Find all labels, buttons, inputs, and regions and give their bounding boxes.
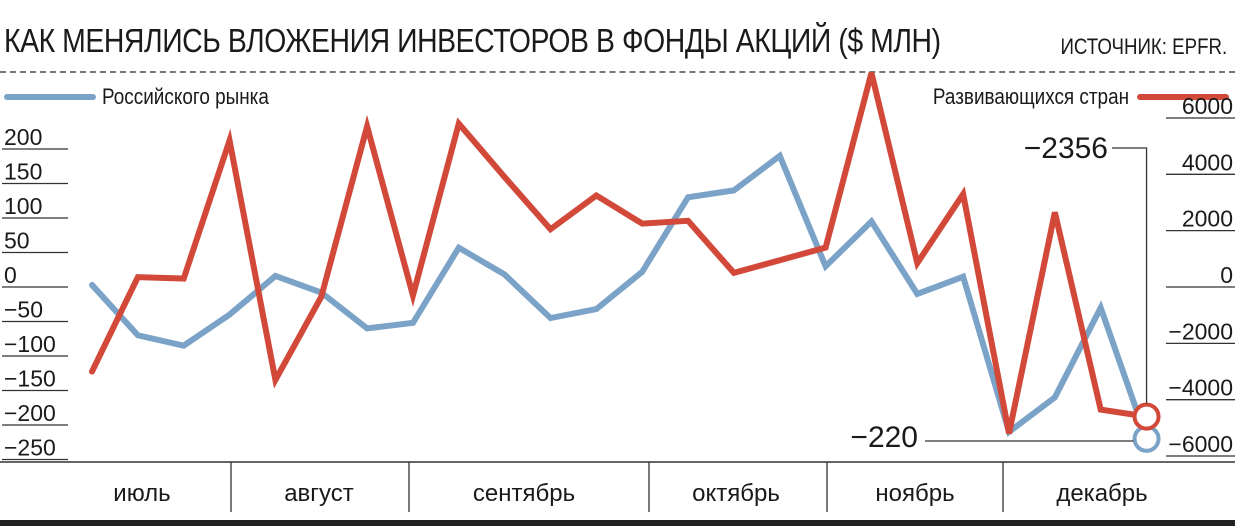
right-tick-label: 2000 <box>1182 206 1233 232</box>
left-tick-label: 0 <box>4 262 17 288</box>
left-tick-label: −250 <box>4 435 56 461</box>
bottom-rule <box>0 520 1235 526</box>
series-line-emerging <box>89 72 1150 435</box>
legend-emerging-label: Развивающихся стран <box>932 84 1129 109</box>
left-tick-label: 200 <box>4 124 42 150</box>
right-tick-label: 0 <box>1220 262 1233 288</box>
top-divider <box>0 71 1235 73</box>
chart-title: КАК МЕНЯЛИСЬ ВЛОЖЕНИЯ ИНВЕСТОРОВ В ФОНДЫ… <box>4 22 941 59</box>
right-tick-label: 4000 <box>1182 149 1233 175</box>
month-label-1: август <box>284 480 354 507</box>
left-tick-label: 150 <box>4 159 42 185</box>
left-tick-label: −100 <box>4 331 56 357</box>
legend-emerging: Развивающихся стран <box>901 84 1229 110</box>
source-note: ИСТОЧНИК: EPFR. <box>1060 34 1227 59</box>
left-tick-label: −200 <box>4 400 56 426</box>
right-tick-label: −6000 <box>1168 431 1233 457</box>
right-tick-label: −4000 <box>1168 375 1233 401</box>
annotation-leader-emerging <box>1112 147 1148 404</box>
right-tick-label: −2000 <box>1168 318 1233 344</box>
month-label-2: сентябрь <box>473 480 575 507</box>
right-tick-label: 6000 <box>1182 93 1233 119</box>
left-tick-label: 50 <box>4 228 30 254</box>
month-label-5: декабрь <box>1056 480 1147 507</box>
annotation-emerging: −2356 <box>1024 132 1108 165</box>
month-label-4: ноябрь <box>875 480 954 507</box>
left-tick-label: −150 <box>4 366 56 392</box>
legend-russia-label: Российского рынка <box>102 84 269 109</box>
legend-russia: Российского рынка <box>4 84 296 110</box>
month-label-3: октябрь <box>692 480 780 507</box>
left-tick-label: 100 <box>4 193 42 219</box>
series-line-russia <box>89 151 1150 442</box>
annotation-russia: −220 <box>850 421 918 454</box>
end-marker-emerging <box>1132 402 1161 431</box>
legend-russia-swatch <box>4 94 96 100</box>
month-label-0: июль <box>113 480 170 507</box>
left-tick-label: −50 <box>4 297 43 323</box>
legend-emerging-swatch <box>1137 94 1229 100</box>
